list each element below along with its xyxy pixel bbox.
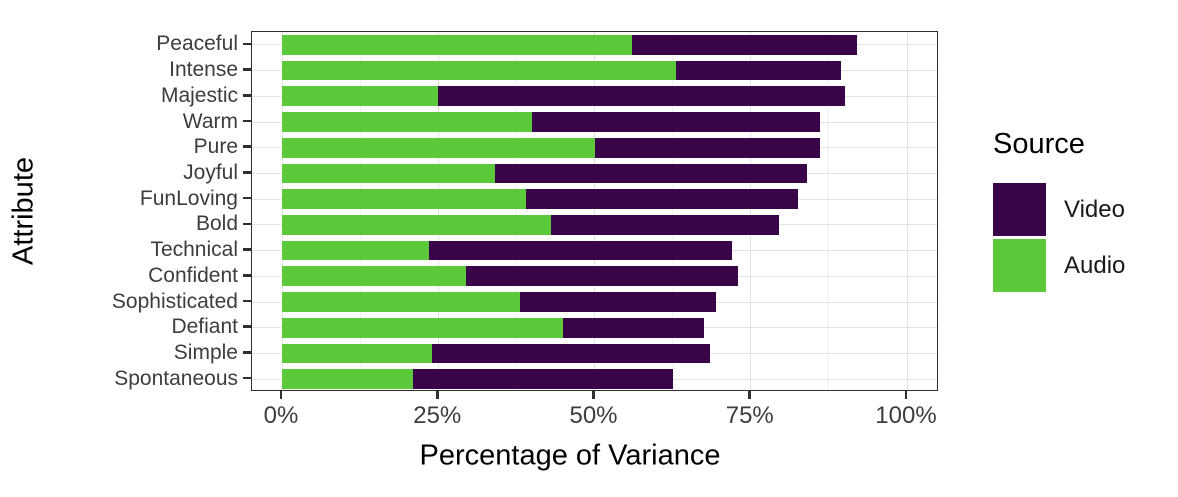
y-axis-label: Pure (193, 135, 238, 159)
bar-segment-video (675, 60, 842, 81)
bar-segment-video (438, 86, 845, 107)
bar-segment-video (550, 215, 779, 235)
x-axis-tick-label: 25% (413, 402, 462, 429)
legend: Source Video Audio (993, 128, 1125, 295)
bar-segment-audio (282, 86, 439, 107)
bar-segment-audio (282, 317, 564, 338)
legend-key-swatch (993, 183, 1046, 236)
bar-segment-video (594, 137, 820, 158)
gridline-minor (359, 32, 361, 390)
bar-segment-audio (282, 189, 526, 209)
legend-item-label: Video (1064, 195, 1125, 223)
y-tick (243, 93, 251, 97)
legend-item-label: Audio (1064, 251, 1126, 279)
gridline-major (750, 32, 752, 390)
y-axis-label: Peaceful (156, 32, 238, 56)
y-axis-label: Majestic (160, 83, 238, 107)
bar-segment-audio (282, 369, 414, 389)
y-tick (243, 171, 251, 174)
gridline-major (906, 32, 908, 390)
y-axis-title: Attribute (7, 157, 40, 265)
gridline-major (437, 32, 439, 390)
y-tick (243, 248, 251, 251)
gridline-minor (515, 32, 517, 390)
bar-segment-audio (282, 137, 595, 158)
legend-item-audio: Audio (993, 239, 1125, 292)
y-tick (243, 196, 251, 200)
bar-segment-video (432, 343, 711, 364)
x-tick (592, 391, 595, 399)
y-axis-label: Technical (150, 238, 238, 262)
y-axis-label: Defiant (171, 315, 238, 339)
y-tick (243, 145, 251, 148)
bar-segment-video (413, 369, 673, 389)
bar-segment-audio (282, 343, 432, 364)
x-tick (279, 391, 283, 399)
gridline-minor (672, 32, 674, 390)
x-axis-tick-label: 75% (725, 402, 774, 429)
bar-segment-audio (282, 266, 467, 287)
y-tick (243, 119, 251, 123)
plot-panel (251, 31, 938, 391)
bar-segment-video (494, 163, 807, 184)
y-axis-label: Bold (195, 212, 238, 236)
x-axis-tick-label: 50% (569, 402, 618, 429)
y-axis-label: Sophisticated (111, 289, 238, 313)
bar-segment-video (466, 266, 739, 287)
y-axis-label: Warm (182, 109, 238, 133)
bar-segment-audio (282, 60, 676, 81)
bar-segment-video (563, 317, 704, 338)
legend-item-video: Video (993, 183, 1125, 236)
x-tick (904, 391, 908, 399)
y-tick (243, 376, 251, 380)
bar-segment-video (428, 240, 732, 261)
bar-segment-video (525, 189, 798, 209)
bar-segment-video (532, 112, 820, 132)
x-tick (748, 391, 752, 399)
gridline-major (594, 32, 595, 390)
y-axis-label: Simple (173, 340, 238, 364)
x-axis-tick-label: 100% (875, 402, 937, 429)
bar-segment-audio (282, 112, 532, 132)
y-tick (243, 351, 251, 354)
legend-key-swatch (993, 239, 1046, 292)
y-axis-label: Confident (148, 263, 238, 287)
y-tick (243, 273, 251, 277)
bar-segment-video (632, 35, 857, 55)
y-tick (243, 325, 251, 328)
y-tick (243, 42, 251, 46)
legend-items: Video Audio (993, 183, 1125, 292)
bar-segment-audio (282, 240, 429, 261)
y-axis-label: Joyful (183, 160, 238, 184)
x-axis-title: Percentage of Variance (419, 439, 721, 472)
y-tick (243, 299, 251, 303)
bar-segment-video (519, 292, 717, 312)
y-axis-label: FunLoving (139, 186, 238, 210)
bar-segment-audio (282, 163, 495, 184)
x-tick (435, 391, 439, 399)
bar-segment-audio (282, 215, 551, 235)
y-axis-label: Spontaneous (114, 366, 238, 390)
y-tick (243, 222, 251, 226)
bar-segment-audio (282, 292, 520, 312)
gridline-major (281, 32, 283, 390)
legend-title: Source (993, 128, 1085, 160)
x-axis-tick-label: 0% (263, 402, 299, 429)
y-tick (243, 68, 251, 71)
y-axis-label: Intense (169, 58, 238, 82)
bar-segment-audio (282, 35, 632, 55)
gridline-minor (828, 32, 830, 390)
